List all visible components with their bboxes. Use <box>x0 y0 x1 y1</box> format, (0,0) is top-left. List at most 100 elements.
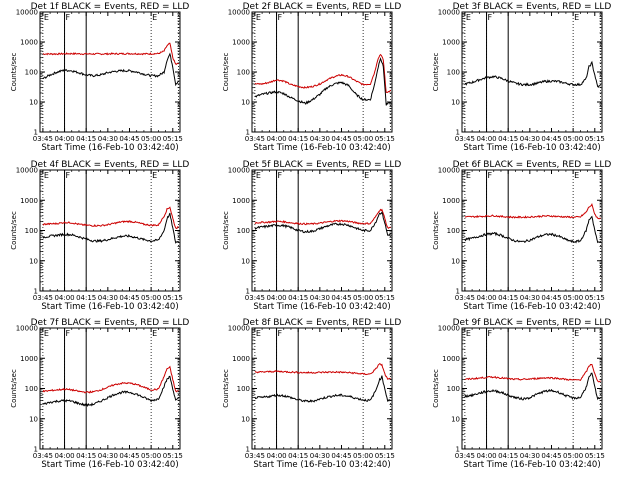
y-tick-label: 1000 <box>20 39 38 47</box>
x-tick-label: 04:30 <box>98 294 118 302</box>
x-tick-label: 04:45 <box>541 452 561 460</box>
panel-title: Det 5f BLACK = Events, RED = LLD <box>243 160 402 170</box>
x-tick-label: 04:15 <box>76 294 96 302</box>
marker-label: E <box>256 13 261 22</box>
y-tick-label: 100 <box>237 385 250 393</box>
y-tick-label: 1 <box>246 446 250 454</box>
plot-frame <box>461 11 603 133</box>
panel-title: Det 9f BLACK = Events, RED = LLD <box>453 318 612 328</box>
x-tick-label: 05:00 <box>563 294 583 302</box>
x-tick-label: 04:00 <box>54 452 74 460</box>
x-tick-label: 04:45 <box>541 135 561 143</box>
x-tick-label: 04:30 <box>98 135 118 143</box>
x-tick-label: 04:30 <box>310 135 330 143</box>
y-axis-label: Counts/sec <box>10 211 18 250</box>
marker-label: F <box>278 329 283 338</box>
y-tick-label: 10 <box>29 257 38 265</box>
y-tick-label: 1000 <box>232 355 250 363</box>
x-tick-label: 04:30 <box>520 294 540 302</box>
x-tick-label: 04:30 <box>310 294 330 302</box>
x-tick-label: 03:45 <box>455 135 475 143</box>
x-tick-label: 03:45 <box>33 452 53 460</box>
y-axis-label: Counts/sec <box>432 369 440 408</box>
y-tick-label: 1 <box>456 288 460 296</box>
x-tick-label: 04:45 <box>119 294 139 302</box>
panel-det-9f: Det 9f BLACK = Events, RED = LLD 1 10 100 10… <box>432 318 611 470</box>
marker-label: E <box>364 13 369 22</box>
y-tick-label: 10000 <box>228 325 250 333</box>
panel-det-2f: Det 2f BLACK = Events, RED = LLD 1 10 100 10… <box>222 2 401 153</box>
y-axis-label: Counts/sec <box>432 211 440 250</box>
plot-frame <box>251 11 393 133</box>
x-axis-label: Start Time (16-Feb-10 03:42:40) <box>463 302 600 312</box>
x-tick-label: 05:15 <box>163 294 183 302</box>
y-tick-label: 100 <box>25 385 38 393</box>
marker-label: E <box>364 329 369 338</box>
y-axis-label: Counts/sec <box>222 53 230 92</box>
marker-label: F <box>278 13 283 22</box>
x-tick-label: 04:00 <box>476 135 496 143</box>
plot-frame <box>461 169 603 292</box>
y-tick-label: 100 <box>447 385 460 393</box>
marker-label: E <box>152 171 157 180</box>
lld-series-line <box>42 365 179 394</box>
y-axis-label: Counts/sec <box>222 211 230 250</box>
marker-label: E <box>364 171 369 180</box>
x-tick-label: 04:15 <box>76 135 96 143</box>
x-tick-label: 03:45 <box>245 294 265 302</box>
x-tick-label: 05:15 <box>375 452 395 460</box>
x-axis-label: Start Time (16-Feb-10 03:42:40) <box>253 460 390 470</box>
x-tick-label: 04:45 <box>331 135 351 143</box>
x-axis-label: Start Time (16-Feb-10 03:42:40) <box>253 143 390 153</box>
x-tick-label: 03:45 <box>455 294 475 302</box>
y-tick-label: 100 <box>237 227 250 235</box>
x-tick-label: 04:15 <box>76 452 96 460</box>
y-tick-label: 100 <box>25 227 38 235</box>
panel-title: Det 8f BLACK = Events, RED = LLD <box>243 318 402 328</box>
marker-label: E <box>466 171 471 180</box>
marker-label: E <box>44 171 49 180</box>
panel-det-7f: Det 7f BLACK = Events, RED = LLD 1 10 100 10… <box>10 318 189 470</box>
y-tick-label: 1000 <box>232 197 250 205</box>
x-tick-label: 04:30 <box>520 135 540 143</box>
x-tick-label: 04:15 <box>498 135 518 143</box>
marker-label: F <box>488 13 493 22</box>
x-tick-label: 05:15 <box>585 135 605 143</box>
x-tick-label: 04:00 <box>54 135 74 143</box>
marker-label: F <box>66 329 71 338</box>
events-series-line <box>254 375 391 403</box>
y-tick-label: 1000 <box>442 197 460 205</box>
marker-label: E <box>152 329 157 338</box>
y-axis-label: Counts/sec <box>10 369 18 408</box>
x-tick-label: 04:00 <box>266 294 286 302</box>
marker-label: F <box>488 171 493 180</box>
y-tick-label: 10 <box>241 257 250 265</box>
panel-title: Det 1f BLACK = Events, RED = LLD <box>31 2 190 12</box>
x-axis-label: Start Time (16-Feb-10 03:42:40) <box>463 143 600 153</box>
marker-label: E <box>574 329 579 338</box>
x-tick-label: 04:30 <box>98 452 118 460</box>
y-tick-label: 1 <box>34 288 38 296</box>
x-tick-label: 03:45 <box>455 452 475 460</box>
x-tick-label: 04:45 <box>119 452 139 460</box>
y-tick-label: 1000 <box>20 197 38 205</box>
events-series-line <box>42 52 179 87</box>
y-tick-label: 1 <box>34 446 38 454</box>
x-tick-label: 05:00 <box>353 452 373 460</box>
marker-label: F <box>66 13 71 22</box>
panel-title: Det 2f BLACK = Events, RED = LLD <box>243 2 402 12</box>
marker-label: E <box>466 13 471 22</box>
panel-title: Det 7f BLACK = Events, RED = LLD <box>31 318 190 328</box>
x-tick-label: 04:45 <box>331 452 351 460</box>
y-tick-label: 1 <box>456 129 460 137</box>
plot-frame <box>39 169 181 292</box>
x-tick-label: 04:45 <box>119 135 139 143</box>
x-tick-label: 05:15 <box>375 135 395 143</box>
marker-label: F <box>488 329 493 338</box>
y-tick-label: 1 <box>246 129 250 137</box>
y-tick-label: 1000 <box>442 39 460 47</box>
events-series-line <box>464 372 601 401</box>
y-axis-label: Counts/sec <box>222 369 230 408</box>
lld-series-line <box>254 362 391 380</box>
y-axis-label: Counts/sec <box>432 53 440 92</box>
